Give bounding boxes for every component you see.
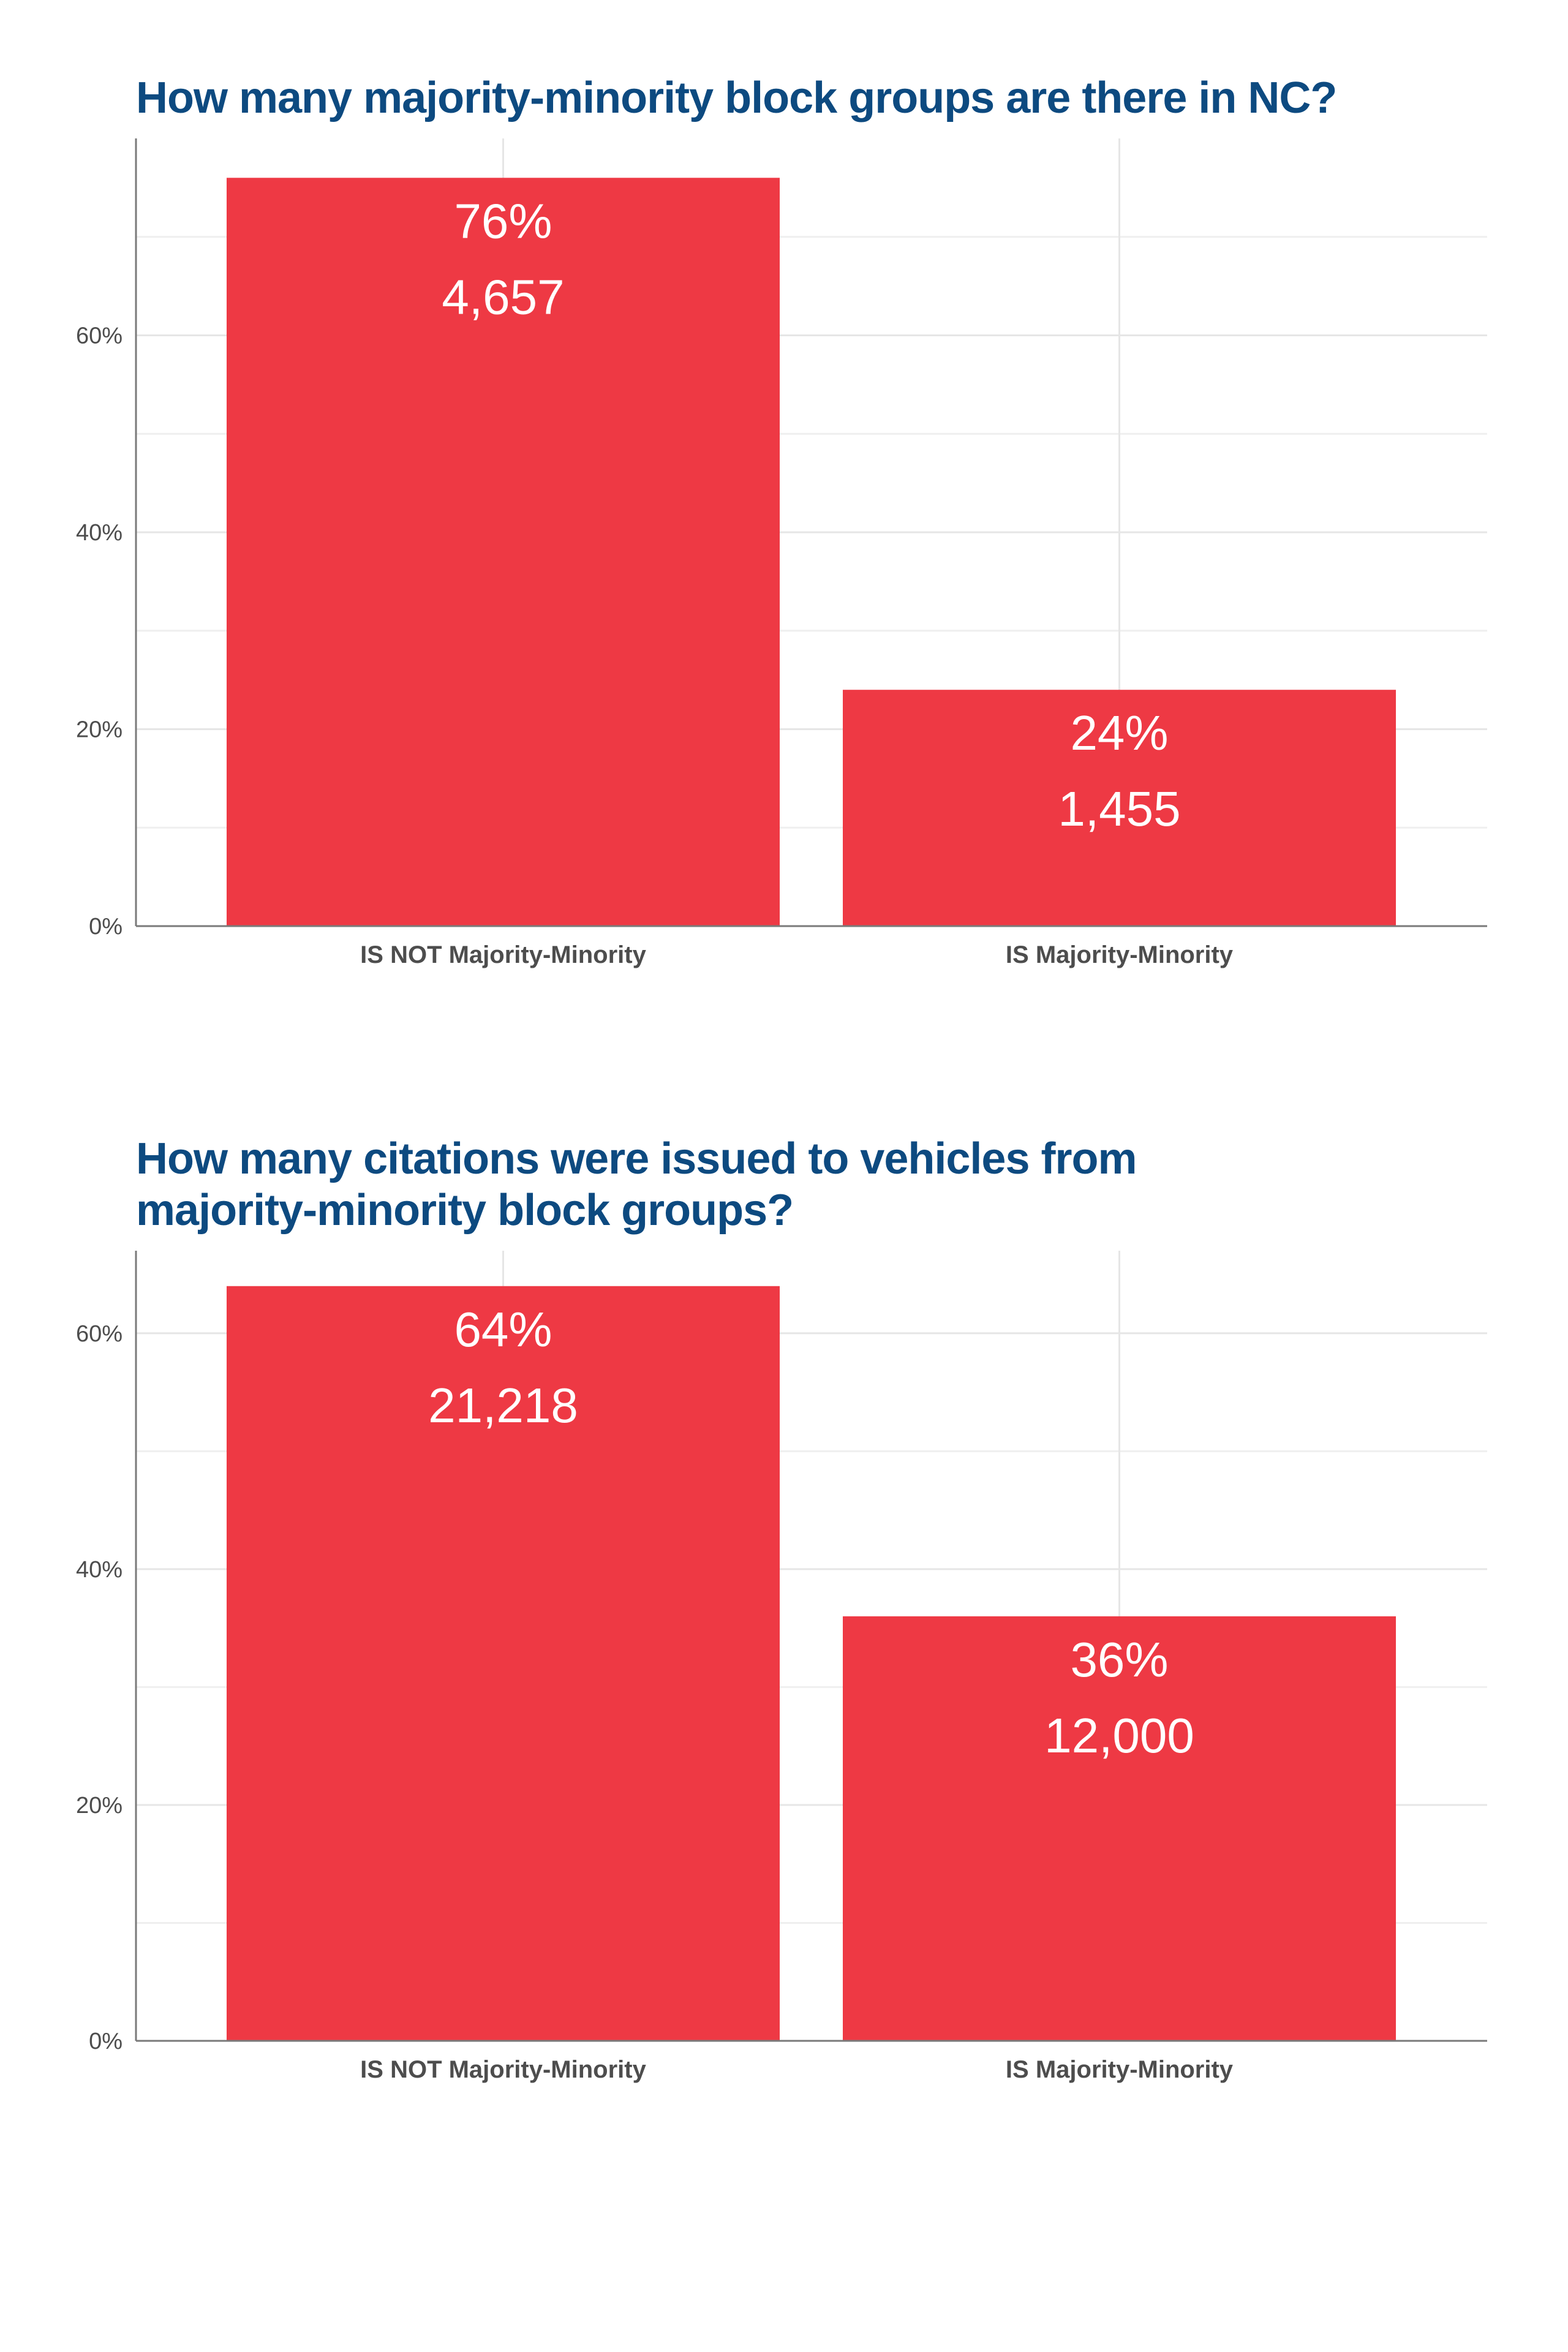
y-tick-label: 0% [89,2029,123,2054]
bar-percent-label: 64% [454,1302,552,1357]
y-tick-label: 60% [76,323,123,349]
x-category-label: IS NOT Majority-Minority [360,941,646,968]
chart-citations: How many citations were issued to vehicl… [0,1090,1568,2132]
bar [843,690,1396,926]
x-category-label: IS NOT Majority-Minority [360,2056,646,2083]
y-tick-label: 20% [76,717,123,743]
chart-block-groups: How many majority-minority block groups … [0,0,1568,1041]
y-tick-label: 40% [76,520,123,546]
bar [227,178,780,926]
bar [227,1286,780,2041]
chart-title: How many majority-minority block groups … [136,74,1337,123]
y-tick-label: 20% [76,1793,123,1819]
bar-chart-plot: 0% 20% 40% 60% 64% 21,218 IS NOT Majority-Mino… [76,1251,1487,2083]
x-category-label: IS Majority-Minority [1006,941,1234,968]
bar-percent-label: 24% [1070,706,1168,760]
bar-count-label: 1,455 [1058,782,1180,836]
y-tick-label: 60% [76,1321,123,1347]
bar-percent-label: 36% [1070,1632,1168,1687]
bar-count-label: 4,657 [442,270,564,324]
y-tick-label: 40% [76,1557,123,1583]
bar [843,1616,1396,2041]
y-tick-label: 0% [89,914,123,940]
bar-chart-plot: 0% 20% 40% 60% 76% 4,657 IS NOT Majority-Minor… [76,138,1487,968]
bar-count-label: 12,000 [1044,1708,1194,1763]
bar-count-label: 21,218 [428,1378,578,1433]
x-category-label: IS Majority-Minority [1006,2056,1234,2083]
bar-percent-label: 76% [454,194,552,248]
chart-title: How many citations were issued to vehicl… [136,1134,1137,1235]
